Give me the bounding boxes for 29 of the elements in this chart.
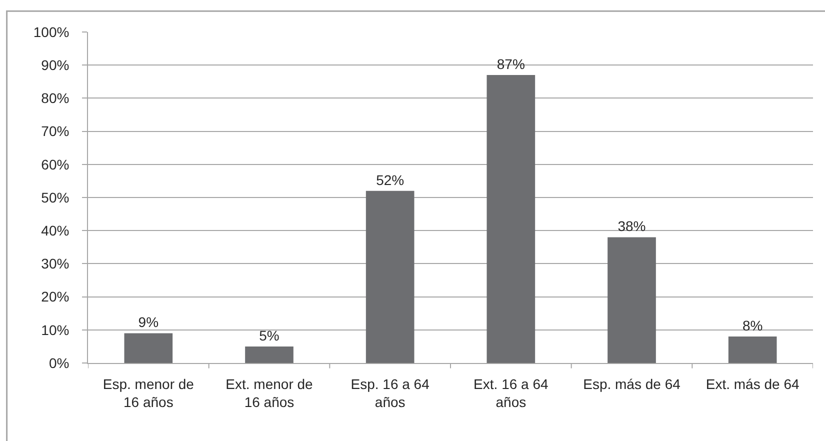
x-tick-label: Ext. 16 a 64 años: [474, 376, 548, 410]
data-label: 38%: [618, 218, 646, 234]
data-label: 52%: [376, 172, 404, 188]
y-tick-label: 30%: [41, 256, 70, 272]
y-tick-label: 50%: [41, 189, 70, 206]
data-label: 8%: [742, 318, 763, 334]
bar: [366, 190, 414, 363]
x-tick-label: Esp. menor de 16 años: [102, 376, 194, 410]
data-label: 87%: [496, 56, 525, 72]
y-tick-label: 100%: [33, 24, 70, 40]
bar: [608, 237, 656, 363]
y-tick-label: 90%: [41, 57, 70, 73]
bar: [728, 336, 777, 363]
x-tick-label: Ext. menor de 16 años: [226, 376, 314, 410]
bar: [245, 346, 294, 363]
bar: [486, 75, 536, 363]
y-tick-label: 80%: [41, 90, 70, 106]
data-label: 9%: [138, 314, 159, 330]
bar: [124, 333, 173, 363]
y-tick-label: 60%: [41, 156, 70, 172]
x-tick-label: Ext. más de 64: [706, 376, 800, 392]
y-tick-label: 10%: [41, 322, 70, 338]
data-label: 5%: [259, 327, 280, 344]
y-tick-label: 70%: [41, 123, 70, 140]
x-tick-label: Esp. más de 64: [583, 376, 681, 392]
y-tick-label: 20%: [41, 288, 70, 305]
y-tick-label: 0%: [48, 354, 70, 371]
x-tick-label: Esp. 16 a 64 años: [350, 376, 430, 410]
y-tick-label: 40%: [41, 222, 70, 238]
